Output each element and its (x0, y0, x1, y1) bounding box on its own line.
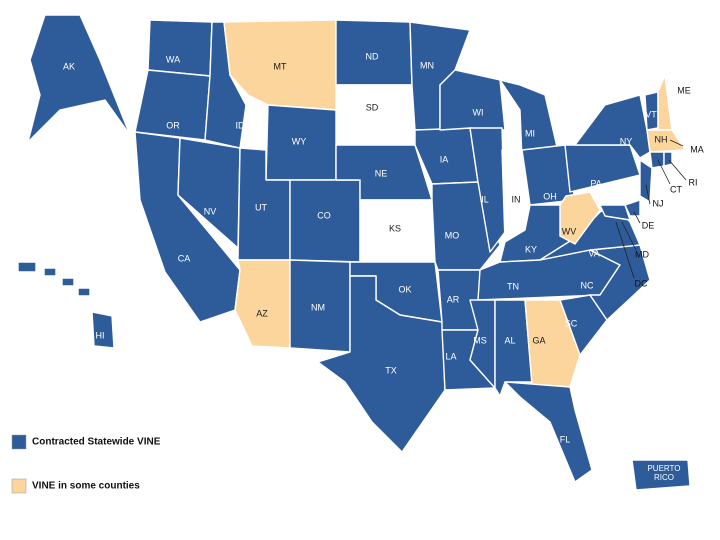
state-label: TX (385, 365, 397, 375)
state-shape (234, 259, 291, 349)
state-label: VT (645, 109, 657, 119)
state-shape (559, 191, 601, 245)
state-shape (624, 199, 641, 217)
state-shapes (17, 14, 717, 491)
state-shape (663, 151, 673, 167)
state-label: OR (166, 120, 180, 130)
state-label: IL (481, 194, 489, 204)
state-label: CA (178, 253, 191, 263)
state-shape (599, 204, 631, 221)
state-label: WY (292, 136, 307, 146)
state-label: NH (655, 134, 668, 144)
state-labels: AK WA OR CA NV ID MT WY UT AZ CO NM ND SD NE KS OK TX MN IA… (63, 51, 704, 482)
state-label: NM (311, 302, 325, 312)
state-shape (439, 69, 506, 131)
leader-line (668, 159, 687, 181)
state-label: NJ (653, 198, 664, 208)
state-label: NE (375, 168, 388, 178)
state-label: MI (525, 128, 535, 138)
state-shape (639, 159, 653, 203)
state-shape (289, 179, 361, 263)
state-label: IN (512, 194, 521, 204)
leader-line (621, 221, 637, 251)
state-label: DC (635, 278, 648, 288)
state-label: MN (420, 60, 434, 70)
state-shape (27, 14, 131, 143)
state-label: MS (473, 335, 487, 345)
state-label: VA (588, 248, 599, 258)
state-label: ME (677, 85, 691, 95)
legend-swatch (11, 478, 27, 494)
state-label: MD (635, 249, 649, 259)
state-label: RI (689, 177, 698, 187)
state-label: NC (581, 280, 594, 290)
state-shape (524, 299, 581, 388)
leader-line (633, 211, 641, 224)
state-shape (521, 144, 576, 206)
state-label: PA (590, 178, 601, 188)
state-shape (317, 275, 446, 453)
state-label: KS (389, 223, 401, 233)
state-label: CO (317, 210, 331, 220)
leader-lines (615, 139, 687, 279)
leader-line (669, 139, 684, 147)
state-label: KY (525, 244, 537, 254)
state-shape (646, 129, 686, 153)
state-label: HI (96, 330, 105, 340)
state-label: SC (565, 318, 578, 328)
state-label: GA (532, 335, 545, 345)
state-shape (335, 84, 416, 146)
state-label: AZ (256, 308, 268, 318)
state-label: ID (236, 120, 246, 130)
state-shape (469, 299, 496, 389)
state-label: NY (620, 136, 633, 146)
legend-swatch (11, 434, 27, 450)
state-shape (631, 459, 691, 491)
state-shape (469, 127, 506, 253)
leader-line (615, 221, 635, 279)
state-label: UT (255, 202, 267, 212)
leader-line (657, 159, 671, 185)
state-shape (17, 261, 115, 349)
state-label: PUERTO RICO (647, 464, 681, 482)
state-label: AK (63, 61, 75, 71)
state-label: LA (445, 351, 456, 361)
legend-label: Contracted Statewide VINE (32, 437, 161, 448)
state-shape (504, 381, 593, 483)
legend-label: VINE in some counties (32, 481, 140, 492)
state-label: WI (473, 107, 484, 117)
state-label-box: PUERTO RICO (647, 464, 681, 482)
state-label: WV (562, 226, 577, 236)
state-shape (147, 19, 213, 77)
state-shape (589, 244, 651, 321)
state-label: DE (642, 220, 655, 230)
leader-line (645, 184, 651, 205)
state-label: CT (670, 184, 682, 194)
state-shape (649, 151, 665, 169)
state-label: TN (507, 281, 519, 291)
state-label: MO (445, 230, 460, 240)
legend: Contracted Statewide VINE VINE in some co… (11, 434, 161, 494)
state-label: MT (274, 61, 287, 71)
state-label: FL (560, 434, 571, 444)
state-label: AR (447, 294, 460, 304)
state-label: AL (504, 335, 515, 345)
state-label: SD (366, 102, 379, 112)
state-label: IA (440, 154, 449, 164)
state-label: NV (204, 206, 217, 216)
state-label: MA (690, 144, 704, 154)
state-label: WA (166, 54, 180, 64)
state-shape (564, 144, 641, 193)
state-shape (664, 37, 717, 131)
state-label: OH (543, 191, 557, 201)
state-label: ND (366, 51, 379, 61)
state-label: OK (398, 284, 411, 294)
